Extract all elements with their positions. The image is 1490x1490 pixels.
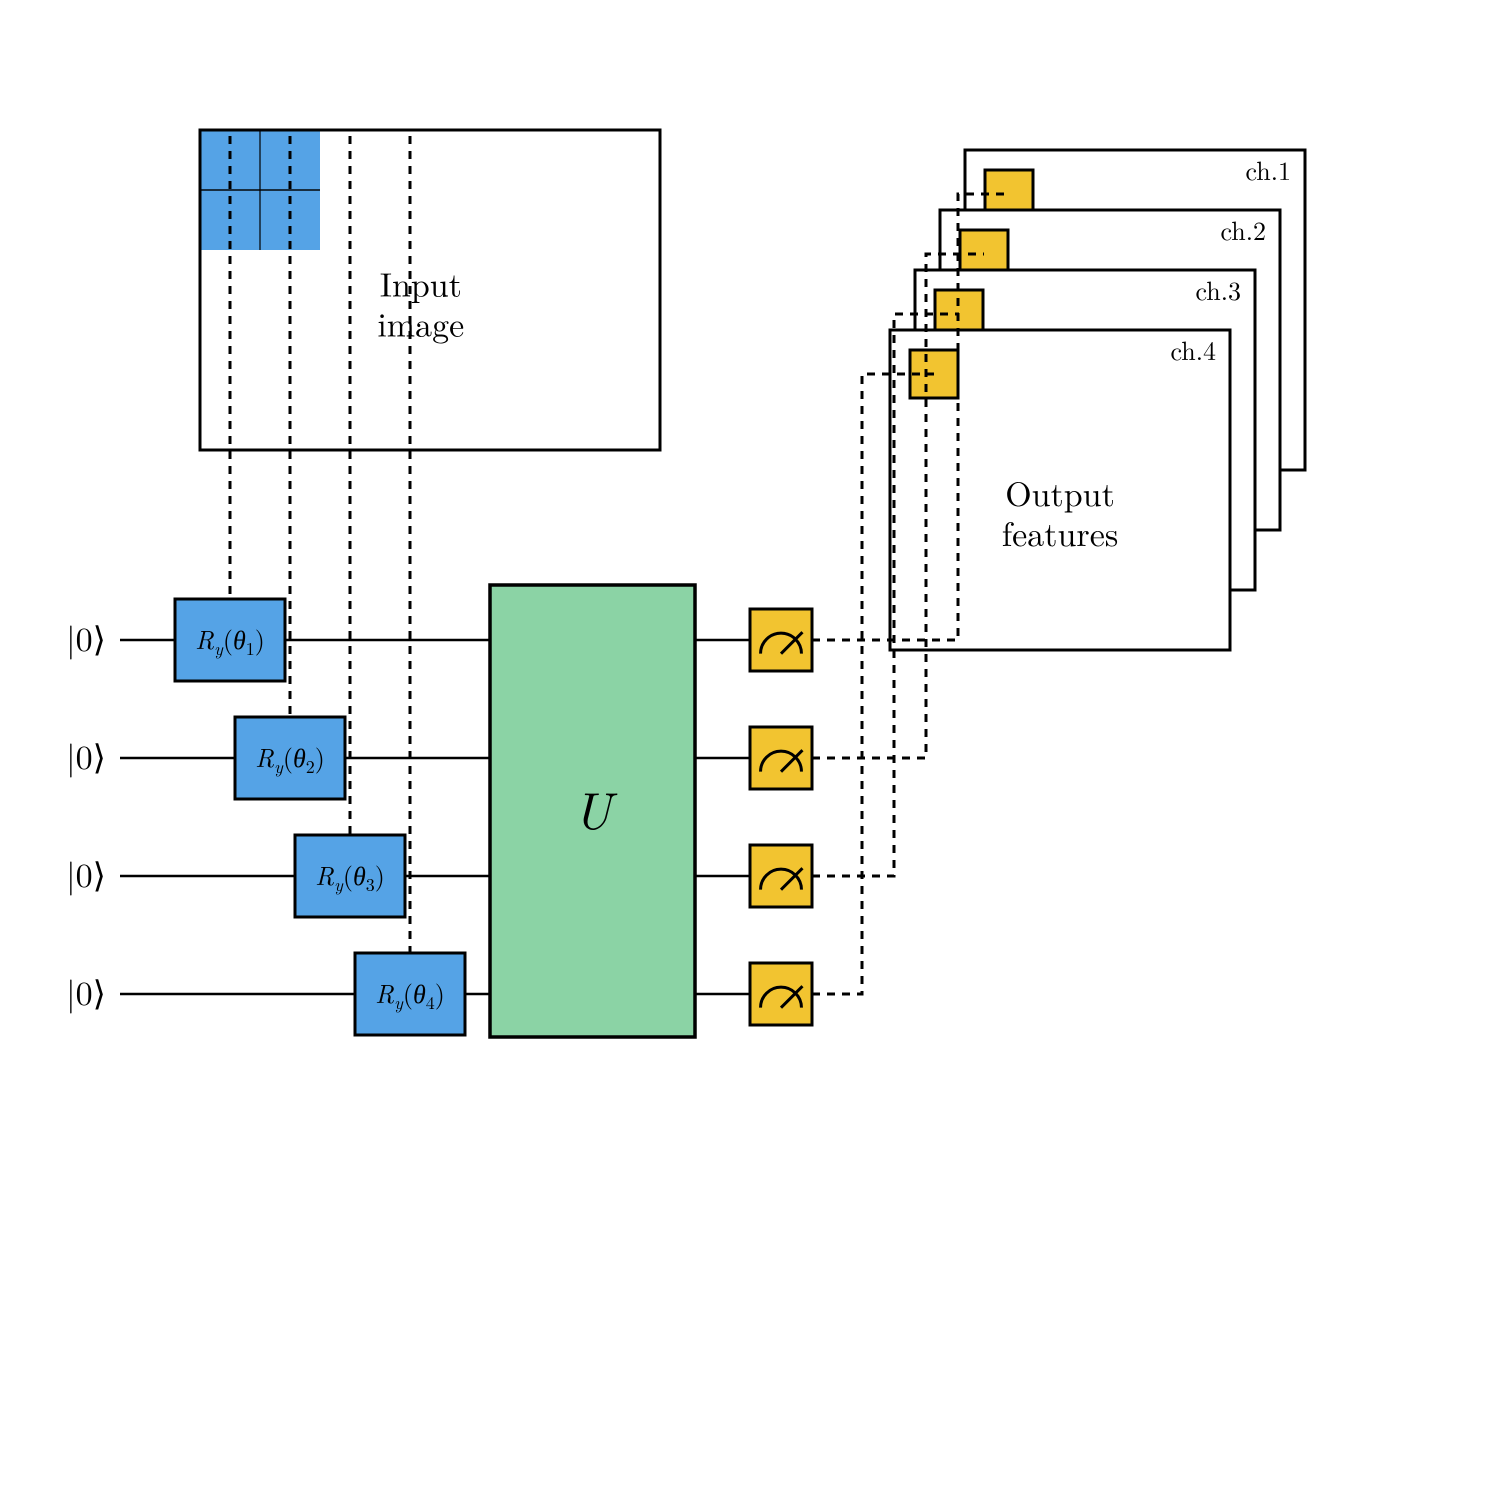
unitary-U-label: U xyxy=(573,771,618,845)
measure-box-1 xyxy=(750,609,812,671)
ry-gate-label-4: Ry(θ4) xyxy=(375,974,445,1015)
ket-label-2: |0⟩ xyxy=(66,731,106,779)
output-panel-label-4: ch.4 xyxy=(1170,331,1216,368)
output-panel-label-3: ch.3 xyxy=(1195,271,1241,308)
output-panel-label-1: ch.1 xyxy=(1245,151,1291,188)
output-features-label2: features xyxy=(1002,508,1118,556)
ket-label-1: |0⟩ xyxy=(66,613,106,661)
measure-box-4 xyxy=(750,963,812,1025)
ry-gate-label-3: Ry(θ3) xyxy=(315,856,385,897)
ket-label-4: |0⟩ xyxy=(66,967,106,1015)
input-image-label2: image xyxy=(377,298,464,346)
output-panel-label-2: ch.2 xyxy=(1220,211,1266,248)
ry-gate-label-2: Ry(θ2) xyxy=(255,738,325,779)
measure-box-3 xyxy=(750,845,812,907)
measure-box-2 xyxy=(750,727,812,789)
ry-gate-label-1: Ry(θ1) xyxy=(195,620,265,661)
ket-label-3: |0⟩ xyxy=(66,849,106,897)
